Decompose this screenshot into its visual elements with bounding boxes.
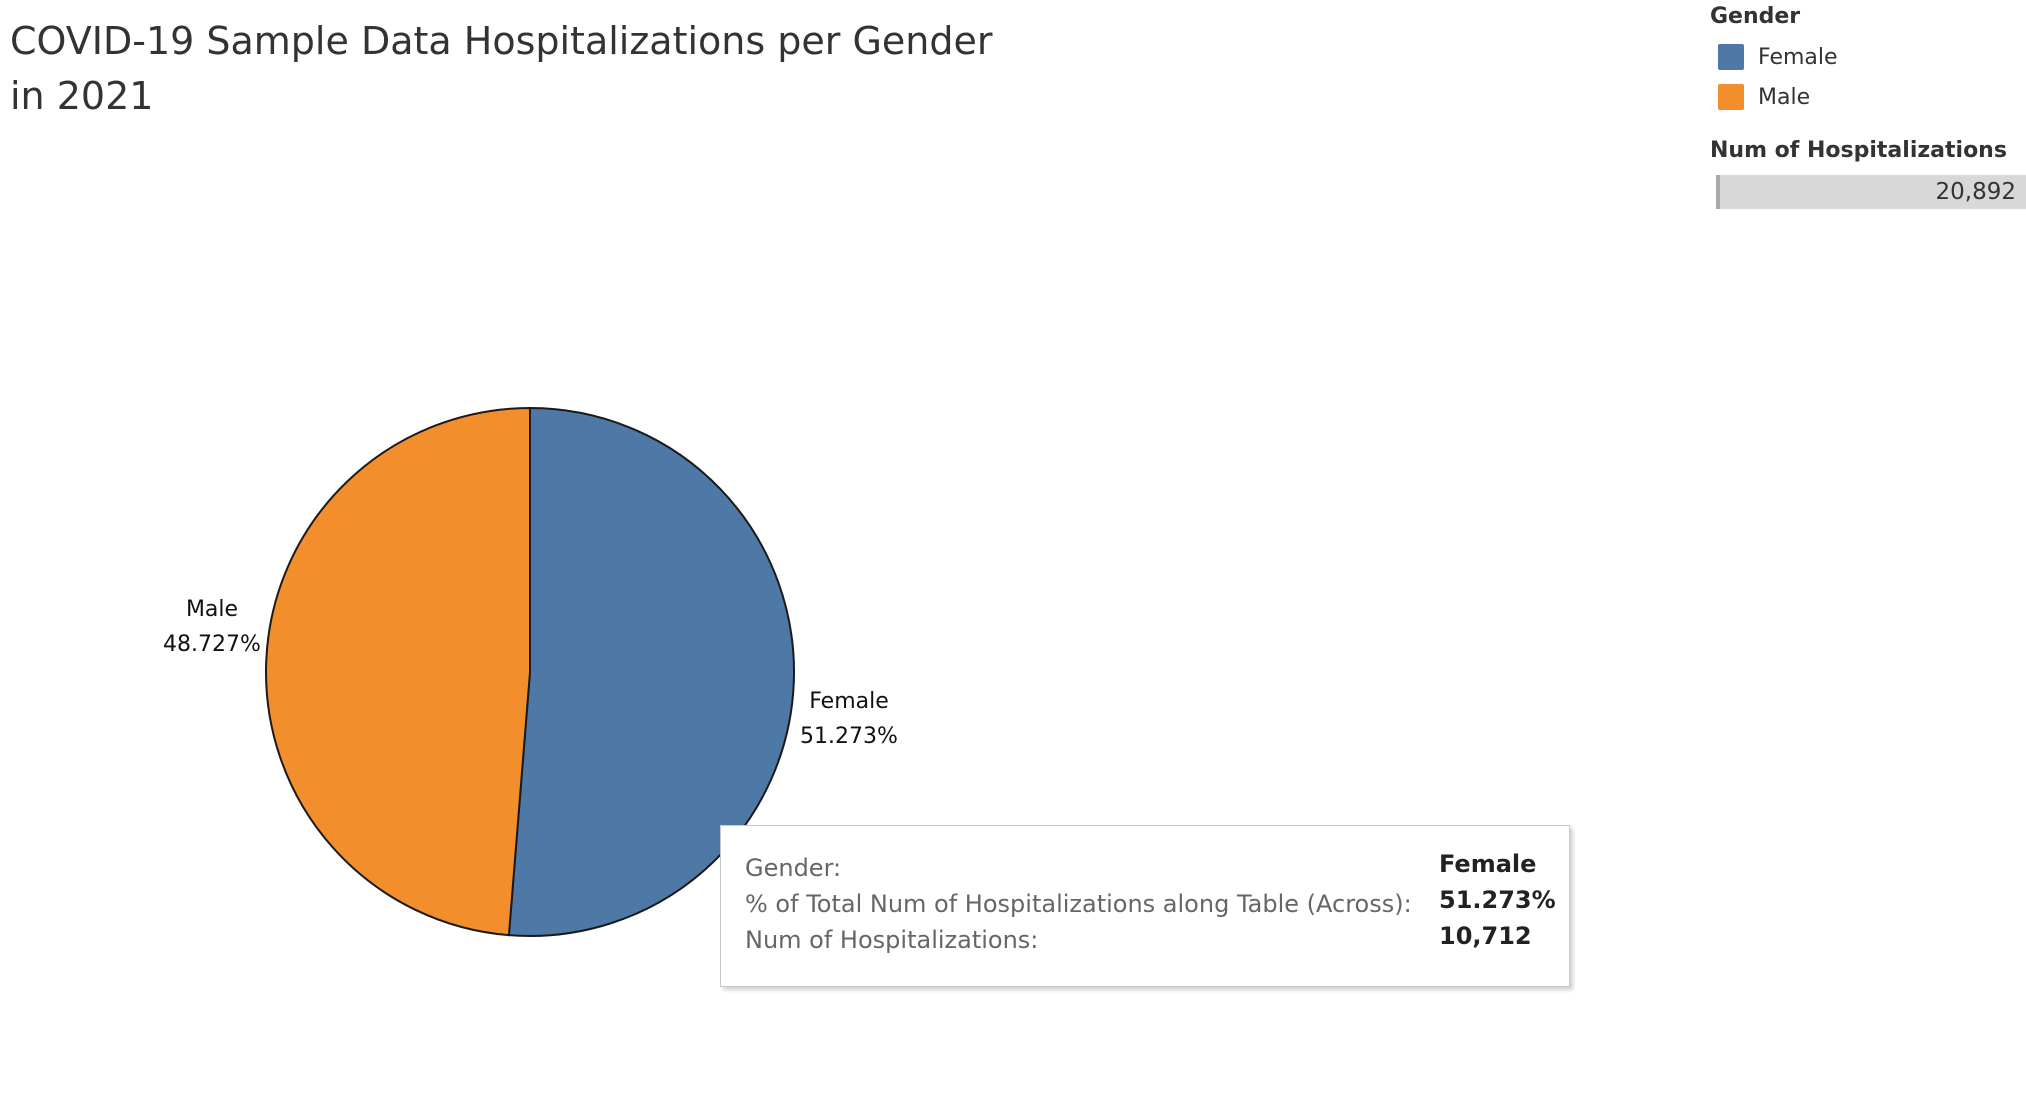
pie-slice-male[interactable] — [265, 406, 531, 937]
female-category-label: Female — [809, 689, 889, 714]
size-legend-bar: 20,892 — [1716, 175, 2026, 209]
male-swatch — [1718, 84, 1744, 110]
tooltip-row: Gender: — [745, 850, 841, 886]
pie-label-male: Male 48.727% — [152, 592, 272, 662]
pie-slice-female[interactable] — [507, 406, 795, 937]
legend-title: Gender — [1710, 4, 1801, 29]
male-category-label: Male — [185, 597, 239, 622]
tooltip-label: Gender: — [745, 854, 842, 882]
legend-item-female[interactable]: Female — [1718, 44, 1838, 70]
size-legend-title: Num of Hospitalizations — [1710, 138, 2007, 163]
pie-label-female: Female 51.273% — [784, 684, 914, 754]
size-legend-value: 20,892 — [1935, 179, 2016, 205]
female-swatch — [1718, 44, 1744, 70]
tooltip-value: 51.273% — [1439, 886, 1556, 914]
pie-chart — [265, 406, 795, 937]
male-percent-label: 48.727% — [163, 632, 261, 657]
tooltip-label: Num of Hospitalizations: — [745, 926, 1039, 954]
tooltip-row: Num of Hospitalizations: — [745, 922, 1038, 958]
tooltip-value: 10,712 — [1439, 922, 1532, 950]
tooltip-row: % of Total Num of Hospitalizations along… — [745, 886, 1412, 922]
tooltip: Gender: Female % of Total Num of Hospita… — [720, 825, 1570, 987]
legend-label-male: Male — [1758, 84, 1811, 110]
tooltip-value: Female — [1439, 850, 1537, 878]
female-percent-label: 51.273% — [800, 724, 898, 749]
chart-title: COVID-19 Sample Data Hospitalizations pe… — [10, 19, 993, 118]
legend-label-female: Female — [1758, 44, 1838, 70]
legend-item-male[interactable]: Male — [1718, 84, 1810, 110]
tooltip-label: % of Total Num of Hospitalizations along… — [745, 890, 1412, 918]
